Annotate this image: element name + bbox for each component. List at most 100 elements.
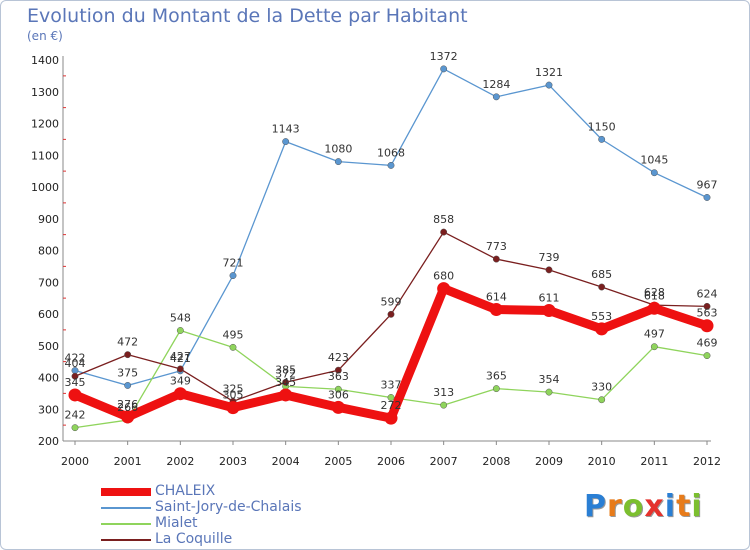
x-tick-label: 2011 [640,455,668,468]
data-label: 276 [117,398,138,411]
legend-label: La Coquille [155,531,233,547]
data-label: 363 [328,370,349,383]
data-label: 375 [117,366,138,379]
x-tick-label: 2010 [588,455,616,468]
y-tick-label: 1200 [31,118,59,131]
data-label: 313 [433,386,454,399]
y-tick-label: 1400 [31,54,59,67]
y-tick-label: 1100 [31,149,59,162]
y-tick-label: 800 [38,245,59,258]
legend-item: CHALEIX [101,483,401,499]
data-label: 365 [486,370,507,383]
data-label: 337 [381,379,402,392]
data-point [71,424,79,432]
data-label: 685 [591,268,612,281]
data-point [492,385,500,393]
data-point [595,322,609,336]
data-label: 427 [170,350,191,363]
data-label: 739 [539,251,560,264]
y-tick-label: 700 [38,276,59,289]
legend-label: CHALEIX [155,483,216,499]
legend-swatch [101,523,151,525]
data-label: 372 [275,367,296,380]
data-point [647,301,661,315]
data-point [545,266,553,274]
data-label: 1372 [430,50,458,63]
data-label: 305 [223,389,244,402]
data-label: 611 [539,292,560,305]
x-tick-label: 2006 [377,455,405,468]
data-label: 242 [65,409,86,422]
data-point [229,343,237,351]
data-point [492,93,500,101]
data-label: 495 [223,328,244,341]
data-point [650,343,658,351]
data-label: 548 [170,312,191,325]
x-tick-label: 2012 [693,455,721,468]
logo-letter: i [691,489,703,524]
data-point [334,385,342,393]
data-label: 472 [117,336,138,349]
legend-swatch [101,539,151,541]
data-point [229,272,237,280]
data-label: 325 [223,382,244,395]
x-tick-label: 2009 [535,455,563,468]
data-point [545,388,553,396]
legend-swatch [101,507,151,509]
legend-swatch [101,488,151,496]
data-label: 497 [644,328,665,341]
data-label: 1321 [535,66,563,79]
proxiti-logo: Proxiti [584,489,703,524]
data-point [542,304,556,318]
x-tick-label: 2001 [114,455,142,468]
legend-item: La Coquille [101,531,401,547]
x-tick-label: 2003 [219,455,247,468]
legend-label: Saint-Jory-de-Chalais [155,499,302,515]
data-label: 614 [486,291,507,304]
data-point [176,327,184,334]
data-point [703,302,711,310]
data-label: 1045 [640,154,668,167]
data-point [282,378,290,386]
data-point [440,65,448,73]
data-point [650,169,658,177]
data-point [176,365,184,373]
series-line-saint-jory-de-chalais [74,68,708,387]
chart-subtitle: (en €) [27,29,63,43]
data-point [334,366,342,374]
data-label: 266 [117,401,138,414]
data-point [703,194,711,201]
legend: CHALEIX Saint-Jory-de-Chalais Mialet La Coq… [101,483,401,547]
data-label: 422 [65,352,86,365]
x-tick-label: 2002 [166,455,194,468]
data-point [387,161,395,169]
data-point [121,410,135,424]
data-label: 423 [328,351,349,364]
data-label: 345 [65,376,86,389]
data-label: 628 [644,286,665,299]
logo-letter: t [676,489,692,524]
data-label: 421 [170,352,191,365]
y-tick-label: 900 [38,213,59,226]
data-point [387,394,395,401]
data-label: 345 [275,376,296,389]
data-point [492,255,500,263]
x-tick-label: 2004 [272,455,300,468]
data-point [226,401,240,415]
x-tick-label: 2000 [61,455,89,468]
data-label: 349 [170,375,191,388]
data-point [384,411,398,425]
data-point [387,310,395,318]
data-point [173,387,187,401]
data-label: 1080 [324,143,352,156]
data-label: 1150 [588,120,616,133]
data-point [124,381,132,389]
y-tick-label: 1300 [31,86,59,99]
data-point [440,401,448,409]
data-label: 1068 [377,146,405,159]
logo-letter: x [644,489,665,524]
data-point [598,396,606,404]
chart-title: Evolution du Montant de la Dette par Hab… [27,5,468,27]
